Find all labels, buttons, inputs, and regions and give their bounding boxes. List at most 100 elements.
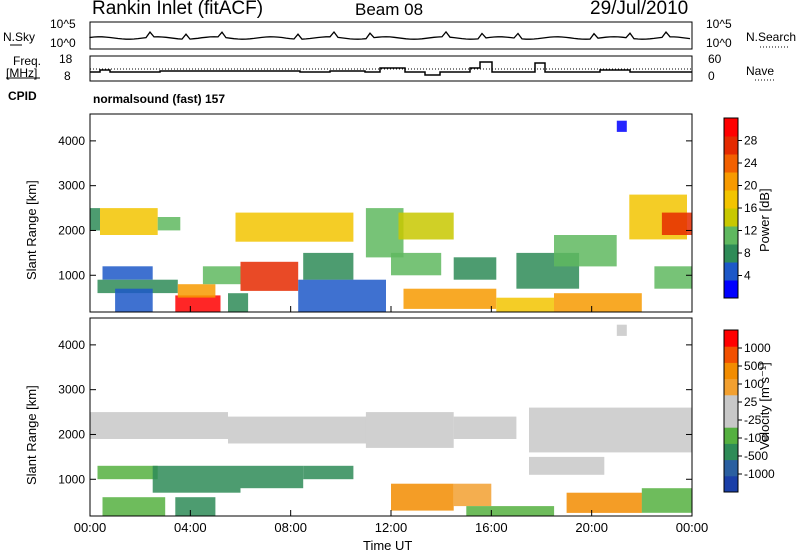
frequency-line <box>90 61 692 76</box>
cpid-value: normalsound (fast) 157 <box>93 92 226 106</box>
cpid-label: CPID <box>8 89 37 103</box>
power-colorbar-cell-5 <box>724 190 738 209</box>
freq-label: Freq. <box>13 54 42 68</box>
power-region-10 <box>228 293 249 312</box>
freq-tick-top: 18 <box>59 52 73 66</box>
velocity-region-5 <box>97 465 158 480</box>
freq-tick-bottom: 8 <box>64 69 71 83</box>
velocity-colorbar-tick-label-0: 1000 <box>744 341 771 355</box>
date-title: 29/Jul/2010 <box>590 0 689 19</box>
velocity-colorbar-cell-9 <box>724 330 738 347</box>
velocity-ytick-label-1000: 1000 <box>58 472 85 486</box>
power-colorbar-cell-4 <box>724 208 738 227</box>
power-colorbar-tick-label-5: 8 <box>744 246 751 260</box>
velocity-region-3 <box>453 416 517 439</box>
velocity-region-0 <box>90 412 228 439</box>
power-region-7 <box>177 284 216 298</box>
x-tick-label-5: 20:00 <box>575 520 608 535</box>
velocity-colorbar-tick-label-7: -1000 <box>744 467 775 481</box>
power-region-18 <box>453 257 497 280</box>
velocity-region-10 <box>102 497 166 516</box>
velocity-colorbar-tick-label-1: 500 <box>744 359 764 373</box>
x-tick-label-2: 08:00 <box>274 520 307 535</box>
velocity-region-7 <box>240 465 304 489</box>
power-colorbar-tick-label-6: 4 <box>744 269 751 283</box>
velocity-region-2 <box>365 412 454 448</box>
power-colorbar-tick-label-3: 16 <box>744 201 758 215</box>
power-colorbar-cell-3 <box>724 226 738 245</box>
power-colorbar-cell-9 <box>724 118 738 137</box>
velocity-region-4 <box>529 407 692 453</box>
power-colorbar-cell-8 <box>724 136 738 155</box>
power-region-24 <box>661 212 692 235</box>
velocity-colorbar-tick-label-2: 100 <box>744 377 764 391</box>
velocity-colorbar-cell-2 <box>724 443 738 461</box>
velocity-colorbar-cell-3 <box>724 427 738 444</box>
power-colorbar-cell-2 <box>724 244 738 263</box>
noise-sky-line <box>89 30 691 40</box>
power-region-21 <box>554 235 617 267</box>
power-region-16 <box>391 252 442 276</box>
noise-tick-left-top: 10^5 <box>50 17 76 31</box>
power-region-6 <box>175 295 221 312</box>
power-region-15 <box>398 212 454 240</box>
velocity-region-14 <box>529 456 605 475</box>
velocity-ytick-label-3000: 3000 <box>58 383 85 397</box>
freq-unit-label: [MHz] <box>6 66 38 80</box>
power-ytick-label-4000: 4000 <box>58 134 85 148</box>
velocity-colorbar-cell-7 <box>724 362 738 380</box>
power-colorbar-cell-7 <box>724 154 738 173</box>
nsky-label: N.Sky <box>3 30 36 44</box>
velocity-colorbar-tick-label-5: -100 <box>744 431 768 445</box>
power-colorbar-tick-label-4: 12 <box>744 224 758 238</box>
station-title: Rankin Inlet (fitACF) <box>92 0 264 19</box>
power-region-12 <box>303 252 354 280</box>
power-ytick-label-1000: 1000 <box>58 268 85 282</box>
beam-title: Beam 08 <box>355 0 424 19</box>
power-ytick-label-2000: 2000 <box>58 223 85 237</box>
power-colorbar-tick-label-2: 20 <box>744 179 758 193</box>
nave-tick-bottom: 0 <box>708 69 715 83</box>
x-tick-label-3: 12:00 <box>375 520 408 535</box>
velocity-colorbar-tick-label-3: 25 <box>744 395 758 409</box>
velocity-region-6 <box>152 465 241 493</box>
power-ytick-label-3000: 3000 <box>58 179 85 193</box>
velocity-colorbar-cell-8 <box>724 346 738 363</box>
velocity-region-16 <box>641 488 692 513</box>
velocity-region-1 <box>228 416 366 444</box>
velocity-region-9 <box>175 497 216 516</box>
velocity-region-8 <box>303 465 354 480</box>
velocity-colorbar-cell-6 <box>724 378 738 396</box>
power-region-11 <box>235 212 354 242</box>
x-tick-label-0: 00:00 <box>74 520 107 535</box>
noise-tick-left-bottom: 10^0 <box>50 36 76 50</box>
velocity-colorbar-cell-1 <box>724 459 738 477</box>
noise-panel-frame <box>89 21 693 50</box>
power-region-5 <box>115 288 153 312</box>
power-colorbar-tick-label-1: 24 <box>744 156 758 170</box>
power-region-25 <box>654 266 692 289</box>
power-region-0 <box>90 208 100 231</box>
velocity-region-15 <box>566 492 642 513</box>
velocity-colorbar-cell-4 <box>724 411 738 428</box>
power-region-3 <box>102 266 153 280</box>
power-region-9 <box>240 261 299 291</box>
velocity-region-13 <box>466 506 555 516</box>
velocity-region-11 <box>391 483 454 511</box>
velocity-region-17 <box>616 324 627 336</box>
noise-tick-right-bottom: 10^0 <box>706 36 732 50</box>
power-region-17 <box>403 288 497 309</box>
nave-label: Nave <box>746 64 775 78</box>
power-colorbar-tick-label-0: 28 <box>744 134 758 148</box>
velocity-colorbar-tick-label-4: -25 <box>744 413 762 427</box>
velocity-ytick-label-4000: 4000 <box>58 338 85 352</box>
x-tick-label-1: 04:00 <box>174 520 207 535</box>
velocity-colorbar-cell-5 <box>724 394 738 412</box>
x-tick-label-6: 00:00 <box>676 520 709 535</box>
x-axis-label: Time UT <box>363 538 413 553</box>
power-region-8 <box>202 266 241 285</box>
power-region-13 <box>298 279 386 312</box>
x-tick-label-4: 16:00 <box>475 520 508 535</box>
nave-tick-top: 60 <box>708 52 722 66</box>
